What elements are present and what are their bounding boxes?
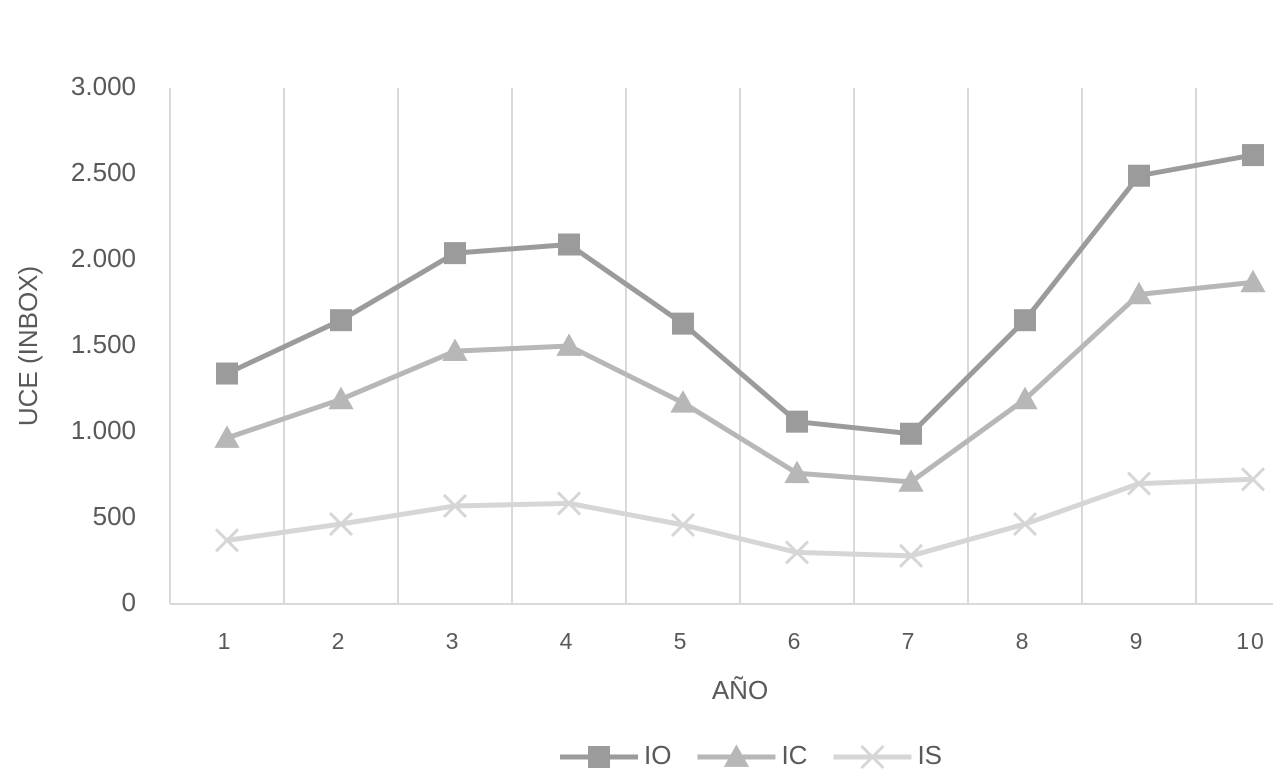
legend-marker <box>588 746 610 768</box>
data-point <box>1126 471 1152 496</box>
legend-label: IS <box>917 740 942 770</box>
data-point <box>328 511 354 537</box>
y-tick-label: 2.000 <box>71 243 136 273</box>
x-tick-label: 4 <box>560 628 575 654</box>
y-tick-label: 2.500 <box>71 157 136 187</box>
data-point <box>214 528 240 553</box>
data-point <box>330 309 352 332</box>
data-point <box>216 362 238 385</box>
legend-item: IC <box>697 740 807 770</box>
data-point <box>1012 386 1038 410</box>
data-point <box>1242 144 1264 167</box>
data-point <box>1126 281 1152 305</box>
data-point <box>672 312 694 335</box>
data-point <box>898 543 924 568</box>
legend-item: IS <box>833 740 942 770</box>
x-tick-label: 10 <box>1236 628 1266 654</box>
y-tick-label: 1.500 <box>71 329 136 359</box>
data-point <box>1240 269 1266 293</box>
x-tick-label: 9 <box>1130 628 1145 654</box>
data-point <box>442 338 468 362</box>
x-tick-label: 8 <box>1016 628 1031 654</box>
x-tick-label: 6 <box>788 628 803 654</box>
x-tick-label: 7 <box>902 628 917 654</box>
data-point <box>1240 467 1266 492</box>
data-point <box>556 333 582 356</box>
series-line <box>225 152 1254 437</box>
series-line <box>226 279 1254 485</box>
series-line <box>226 476 1254 559</box>
legend-label: IO <box>644 740 671 770</box>
data-point <box>444 242 466 265</box>
data-point <box>1012 511 1038 537</box>
data-point <box>1014 309 1036 332</box>
data-point <box>328 386 354 410</box>
data-point <box>786 410 808 433</box>
y-tick-label: 3.000 <box>71 71 136 101</box>
data-point <box>784 460 810 484</box>
data-point <box>558 233 580 256</box>
legend-item: IO <box>560 740 671 770</box>
data-point <box>670 512 696 537</box>
data-point <box>900 422 922 445</box>
x-tick-label: 5 <box>674 628 689 654</box>
legend-marker <box>723 744 750 767</box>
y-tick-label: 0 <box>122 587 136 617</box>
y-axis-title: UCE (INBOX) <box>13 266 43 426</box>
x-tick-label: 1 <box>218 628 233 654</box>
x-axis-title: AÑO <box>712 675 768 705</box>
legend-label: IC <box>781 740 807 770</box>
data-point <box>442 493 468 519</box>
legend-marker <box>860 744 885 770</box>
data-point <box>784 540 810 565</box>
data-point <box>898 469 924 492</box>
data-point <box>670 390 696 413</box>
x-tick-label: 2 <box>332 628 347 654</box>
data-point <box>214 425 240 448</box>
x-tick-label: 3 <box>446 628 461 654</box>
y-tick-label: 500 <box>93 501 136 531</box>
data-point <box>1128 164 1150 187</box>
y-tick-label: 1.000 <box>71 415 136 445</box>
data-point <box>556 491 582 516</box>
